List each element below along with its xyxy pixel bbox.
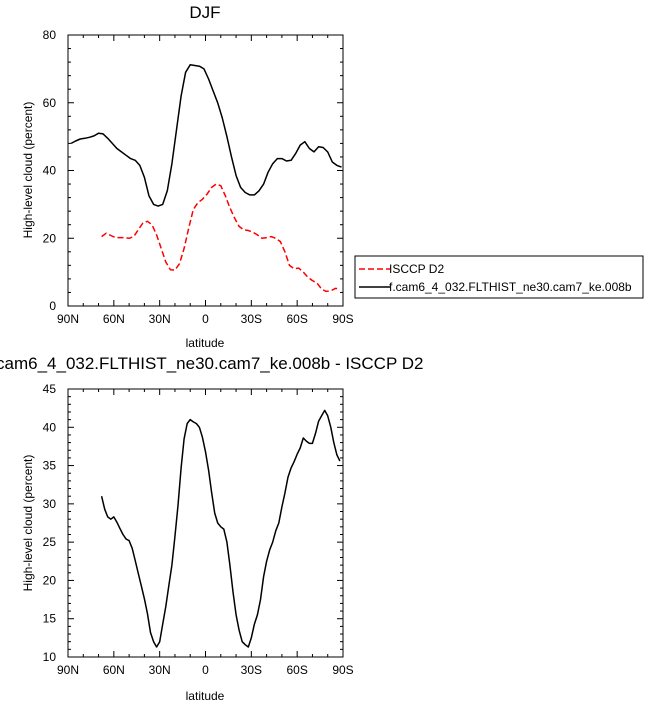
top-chart-xlabel: latitude (186, 336, 225, 350)
top-y-tick-label: 60 (43, 96, 57, 110)
bottom-y-tick-label: 40 (43, 420, 57, 434)
legend-label-model: f.cam6_4_032.FLTHIST_ne30.cam7_ke.008b (389, 280, 632, 294)
bottom-chart-title: f.cam6_4_032.FLTHIST_ne30.cam7_ke.008b -… (0, 354, 423, 373)
top-chart-ylabel: High-level cloud (percent) (21, 102, 35, 239)
top-chart-title: DJF (189, 3, 220, 22)
bottom-y-tick-label: 45 (43, 382, 57, 396)
top-series-line-1 (70, 64, 342, 207)
bottom-x-tick-label: 30S (241, 663, 262, 677)
top-y-tick-label: 20 (43, 231, 57, 245)
top-y-tick-label: 40 (43, 164, 57, 178)
top-x-tick-label: 90N (57, 312, 79, 326)
bottom-x-tick-label: 0 (202, 663, 209, 677)
bottom-x-tick-label: 30N (149, 663, 171, 677)
bottom-y-tick-label: 35 (43, 459, 57, 473)
legend-box (354, 255, 644, 299)
bottom-x-tick-label: 90N (57, 663, 79, 677)
top-series-line-0 (101, 183, 341, 293)
bottom-y-tick-label: 20 (43, 573, 57, 587)
bottom-chart-plot-frame (67, 388, 344, 658)
bottom-x-tick-label: 60N (103, 663, 125, 677)
bottom-chart-ylabel: High-level cloud (percent) (21, 455, 35, 592)
bottom-y-tick-label: 30 (43, 497, 57, 511)
bottom-x-tick-label: 60S (286, 663, 307, 677)
top-chart-panel: DJF latitude High-level cloud (percent) … (21, 3, 354, 350)
top-x-tick-label: 30N (149, 312, 171, 326)
bottom-chart-panel: f.cam6_4_032.FLTHIST_ne30.cam7_ke.008b -… (0, 354, 423, 703)
top-x-tick-label: 0 (202, 312, 209, 326)
bottom-y-tick-label: 10 (43, 650, 57, 664)
bottom-y-tick-label: 15 (43, 612, 57, 626)
top-chart-plot-frame (67, 34, 344, 307)
top-y-tick-label: 80 (43, 28, 57, 42)
bottom-y-tick-label: 25 (43, 535, 57, 549)
bottom-series-line-0 (100, 409, 341, 648)
bottom-chart-xlabel: latitude (186, 689, 225, 703)
top-x-tick-label: 60N (103, 312, 125, 326)
top-x-tick-label: 60S (286, 312, 307, 326)
top-x-tick-label: 90S (332, 312, 353, 326)
top-y-tick-label: 0 (49, 299, 56, 313)
legend-label-isccp: ISCCP D2 (389, 262, 444, 276)
bottom-x-tick-label: 90S (332, 663, 353, 677)
top-x-tick-label: 30S (241, 312, 262, 326)
legend: ISCCP D2 f.cam6_4_032.FLTHIST_ne30.cam7_… (354, 255, 644, 299)
